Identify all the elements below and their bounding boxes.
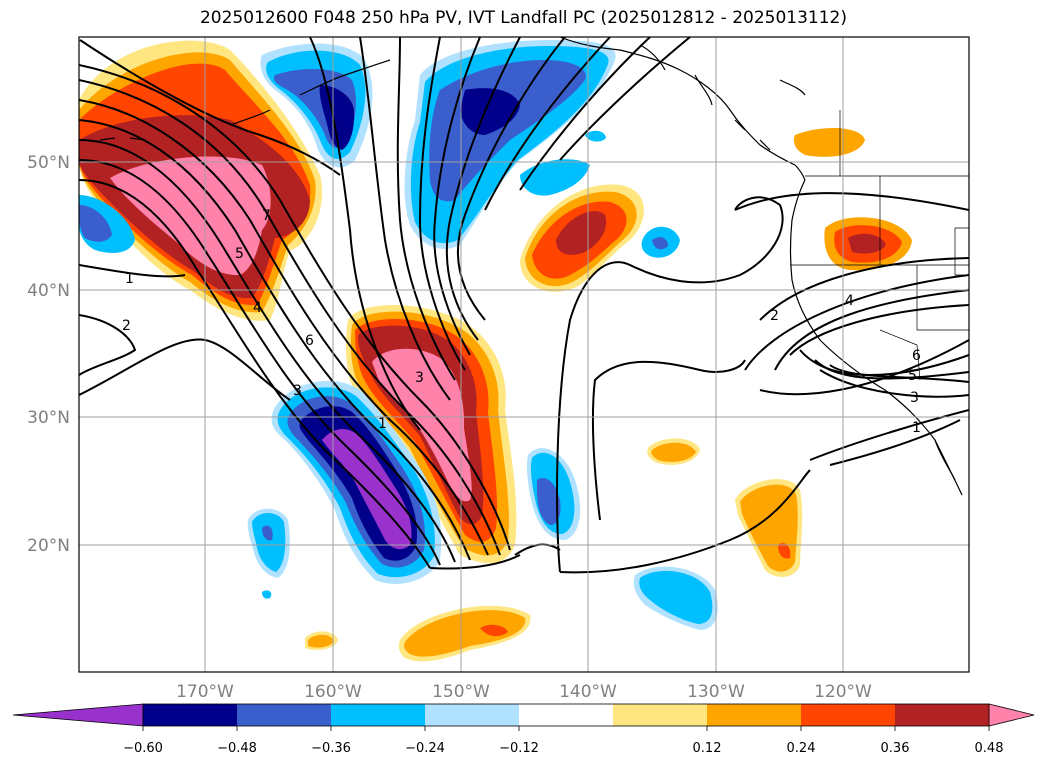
colorbar-segment	[519, 704, 614, 726]
colorbar-tick-label: −0.48	[217, 741, 257, 756]
colorbar-tick-label: 0.24	[787, 741, 816, 756]
contour-label: 4	[845, 293, 854, 309]
colorbar-frame	[142, 703, 990, 727]
colorbar	[12, 703, 1035, 727]
colorbar-segment	[331, 704, 426, 726]
colorbar-segment	[143, 704, 238, 726]
contour-labels: 1 2 5 4 7 6 3 3 1 2 6 5 3 1 4	[122, 208, 921, 436]
coastlines	[99, 37, 963, 496]
contour-label: 6	[912, 348, 921, 364]
colorbar-tick-label: −0.36	[311, 741, 351, 756]
contour-label: 4	[253, 300, 262, 316]
pv-anomaly-fill	[79, 40, 912, 662]
colorbar-tick-label: −0.24	[405, 741, 445, 756]
contour-label: 2	[122, 318, 131, 334]
colorbar-extend-max	[988, 703, 1035, 727]
lon-label: 140°W	[559, 682, 617, 702]
lon-label: 160°W	[304, 682, 362, 702]
lon-tick-labels: 170°W 160°W 150°W 140°W 130°W 120°W	[176, 682, 872, 702]
colorbar-tick-label: 0.48	[975, 741, 1004, 756]
ivt-contours	[79, 37, 969, 574]
gridlines	[79, 37, 969, 672]
colorbar-segment	[237, 704, 332, 726]
colorbar-segment	[801, 704, 896, 726]
colorbar-tick-label: −0.12	[499, 741, 539, 756]
colorbar-segment	[707, 704, 802, 726]
map-title: 2025012600 F048 250 hPa PV, IVT Landfall…	[199, 8, 847, 28]
contour-label: 3	[415, 370, 424, 386]
colorbar-tick-label: 0.36	[881, 741, 910, 756]
lat-label: 50°N	[27, 153, 70, 173]
colorbar-tick-label: 0.12	[693, 741, 722, 756]
lat-label: 20°N	[27, 536, 70, 556]
colorbar-extend-min	[12, 703, 144, 727]
contour-label: 2	[770, 308, 779, 324]
lon-label: 170°W	[176, 682, 234, 702]
contour-label: 1	[125, 271, 134, 287]
contour-label: 6	[305, 333, 314, 349]
plot-frame	[78, 36, 970, 673]
colorbar-segment	[613, 704, 708, 726]
borders	[790, 110, 969, 381]
colorbar-segment	[425, 704, 520, 726]
contour-label: 5	[235, 246, 244, 262]
contour-label: 3	[293, 383, 302, 399]
contour-label: 5	[908, 368, 917, 384]
colorbar-segment	[895, 704, 990, 726]
lat-tick-labels: 50°N 40°N 30°N 20°N	[27, 153, 70, 556]
contour-label: 1	[378, 416, 387, 432]
lat-label: 40°N	[27, 281, 70, 301]
colorbar-labels: −0.60 −0.48 −0.36 −0.24 −0.12 0.12 0.24 0.36 0.4…	[123, 726, 1004, 756]
lon-label: 130°W	[687, 682, 745, 702]
lon-label: 120°W	[814, 682, 872, 702]
colorbar-tick-label: −0.60	[123, 741, 163, 756]
lat-label: 30°N	[27, 408, 70, 428]
contour-label: 3	[910, 390, 919, 406]
contour-label: 1	[912, 420, 921, 436]
lon-label: 150°W	[432, 682, 490, 702]
contour-label: 7	[262, 208, 271, 224]
